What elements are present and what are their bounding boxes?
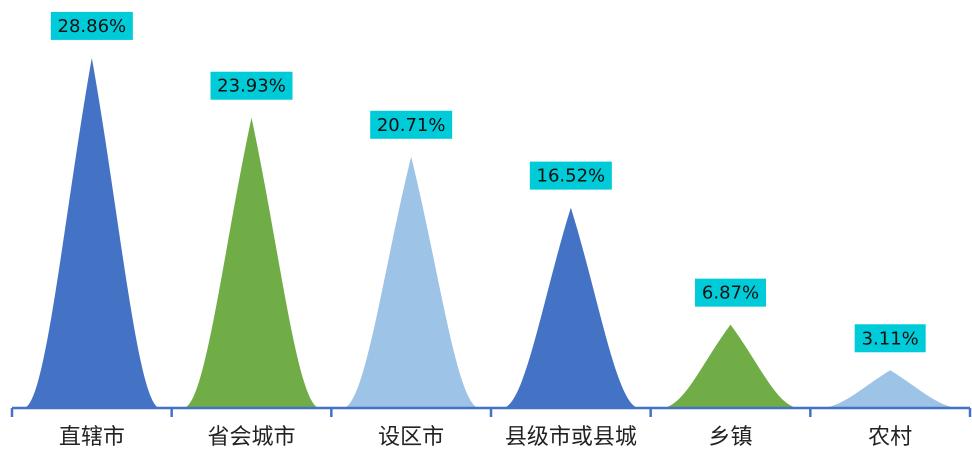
data-labels: 28.86% 23.93% 20.71% 16.52% 6.87% 3.11% bbox=[50, 11, 926, 353]
bar-6 bbox=[822, 370, 959, 408]
data-label-bg bbox=[50, 11, 133, 40]
data-label-2: 23.93% bbox=[210, 71, 293, 100]
data-label-4: 16.52% bbox=[529, 161, 612, 190]
x-tick-label-3: 设区市 bbox=[378, 425, 444, 450]
x-axis: 直辖市 省会城市 设区市 县级市或县城 乡镇 农村 bbox=[10, 406, 972, 450]
x-tick-label-2: 省会城市 bbox=[207, 425, 295, 450]
bar-3 bbox=[343, 156, 480, 408]
data-label-bg bbox=[854, 324, 926, 353]
data-label-bg bbox=[695, 278, 766, 307]
bar-5 bbox=[662, 324, 799, 408]
data-label-text: 3.11% bbox=[862, 328, 919, 349]
data-label-3: 20.71% bbox=[370, 110, 453, 139]
x-tick-label-6: 农村 bbox=[868, 425, 912, 450]
data-label-bg bbox=[370, 110, 453, 139]
data-label-bg bbox=[529, 161, 612, 190]
data-label-text: 28.86% bbox=[58, 16, 127, 37]
data-label-bg bbox=[210, 71, 293, 100]
data-label-6: 3.11% bbox=[854, 324, 926, 353]
x-tick-label-1: 直辖市 bbox=[59, 425, 125, 450]
peaks bbox=[23, 57, 959, 409]
bar-1 bbox=[23, 57, 160, 409]
data-label-5: 6.87% bbox=[695, 278, 766, 307]
data-label-text: 20.71% bbox=[377, 115, 446, 136]
data-label-text: 23.93% bbox=[217, 76, 286, 97]
data-label-text: 16.52% bbox=[537, 166, 606, 187]
x-tick-label-5: 乡镇 bbox=[708, 425, 752, 450]
data-label-text: 6.87% bbox=[702, 283, 759, 304]
bar-4 bbox=[502, 207, 639, 408]
bar-2 bbox=[183, 117, 320, 409]
x-tick-label-4: 县级市或县城 bbox=[505, 425, 637, 450]
data-label-1: 28.86% bbox=[50, 11, 133, 40]
